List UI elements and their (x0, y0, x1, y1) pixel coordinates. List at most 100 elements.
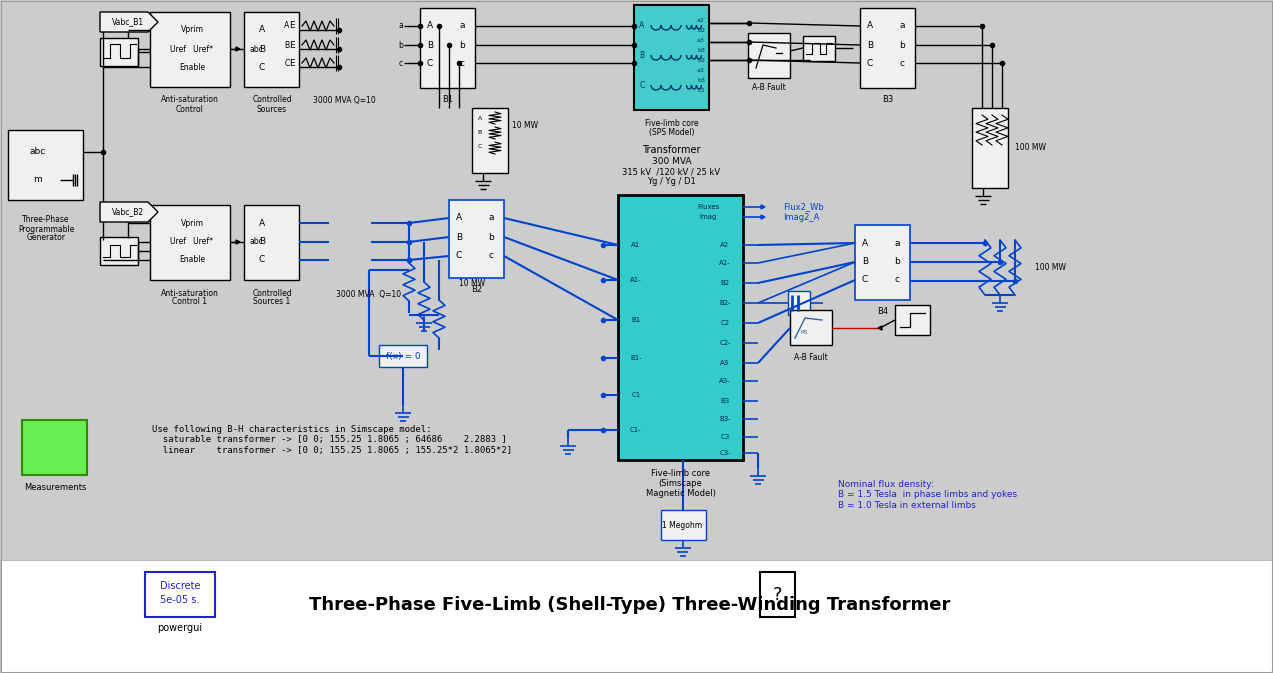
Text: B: B (426, 40, 433, 50)
Text: Vabc_B2: Vabc_B2 (112, 207, 144, 217)
Text: Transformer: Transformer (643, 145, 700, 155)
Text: Vabc_B1: Vabc_B1 (112, 17, 144, 26)
Text: 5e-05 s.: 5e-05 s. (160, 595, 200, 605)
Text: E: E (289, 22, 295, 30)
Text: Sources: Sources (257, 104, 288, 114)
FancyBboxPatch shape (0, 560, 1273, 673)
FancyBboxPatch shape (472, 108, 508, 173)
Text: Discrete: Discrete (159, 581, 200, 591)
Text: 300 MVA: 300 MVA (652, 157, 691, 166)
Text: a: a (398, 22, 404, 30)
Text: b3: b3 (698, 77, 705, 83)
Text: abc: abc (250, 44, 262, 53)
Text: C2-: C2- (719, 340, 731, 346)
FancyBboxPatch shape (973, 108, 1008, 188)
FancyBboxPatch shape (0, 0, 1273, 580)
FancyBboxPatch shape (150, 205, 230, 280)
Text: B: B (258, 44, 265, 53)
Text: Controlled: Controlled (252, 289, 292, 297)
Text: B3: B3 (721, 398, 729, 404)
Text: 10 MW: 10 MW (460, 279, 485, 287)
Text: a: a (460, 22, 465, 30)
Text: Control: Control (176, 104, 204, 114)
Text: Sources 1: Sources 1 (253, 297, 290, 306)
Text: A2: A2 (721, 242, 729, 248)
FancyBboxPatch shape (861, 8, 915, 88)
Text: 315 kV  /120 kV / 25 kV: 315 kV /120 kV / 25 kV (622, 168, 721, 176)
Text: a: a (894, 238, 900, 248)
Text: A: A (426, 22, 433, 30)
FancyBboxPatch shape (449, 200, 504, 278)
FancyBboxPatch shape (661, 510, 705, 540)
Text: a3: a3 (698, 67, 705, 73)
Text: b: b (398, 40, 404, 50)
Text: A: A (639, 20, 644, 30)
Text: Flux2_Wb: Flux2_Wb (783, 203, 824, 211)
Text: B: B (477, 129, 482, 135)
Text: 10 MW: 10 MW (512, 120, 538, 129)
FancyBboxPatch shape (420, 8, 475, 88)
Text: a3: a3 (698, 38, 705, 42)
Polygon shape (878, 326, 882, 330)
Text: Anti-saturation: Anti-saturation (162, 289, 219, 297)
Text: ?: ? (773, 586, 783, 604)
Text: Programmable: Programmable (18, 225, 74, 234)
Text: Vprim: Vprim (181, 219, 204, 227)
Text: 3000 MVA Q=10: 3000 MVA Q=10 (313, 96, 376, 104)
Text: c: c (489, 250, 494, 260)
Text: PS: PS (799, 330, 807, 334)
FancyBboxPatch shape (101, 38, 137, 66)
Text: C: C (426, 59, 433, 67)
Polygon shape (761, 215, 765, 219)
Text: C1-: C1- (630, 427, 642, 433)
Text: Fluxes: Fluxes (696, 204, 719, 210)
FancyBboxPatch shape (760, 572, 796, 617)
Text: C: C (258, 63, 265, 71)
FancyBboxPatch shape (855, 225, 910, 300)
Text: b3: b3 (698, 48, 705, 52)
Text: B1-: B1- (630, 355, 642, 361)
Text: B: B (284, 40, 289, 50)
Text: Imag2_A: Imag2_A (783, 213, 820, 221)
Text: C: C (284, 59, 290, 67)
Text: A: A (477, 116, 482, 120)
Text: B3-: B3- (719, 416, 731, 422)
FancyBboxPatch shape (101, 237, 137, 265)
Text: A2-: A2- (719, 260, 731, 266)
Text: Vprim: Vprim (181, 26, 204, 34)
Text: b2: b2 (698, 57, 705, 63)
Text: B1: B1 (631, 317, 640, 323)
Text: B: B (258, 238, 265, 246)
FancyBboxPatch shape (788, 291, 810, 315)
Text: E: E (289, 40, 295, 50)
Text: C: C (456, 250, 462, 260)
Text: b: b (488, 232, 494, 242)
Text: A: A (867, 22, 873, 30)
Text: E: E (289, 59, 295, 67)
Text: (SPS Model): (SPS Model) (649, 127, 694, 137)
Text: B2: B2 (471, 285, 482, 295)
Text: Three-Phase: Three-Phase (22, 215, 70, 225)
FancyBboxPatch shape (379, 345, 426, 367)
Text: C3: C3 (721, 434, 729, 440)
Text: Enable: Enable (179, 63, 205, 71)
Text: powergui: powergui (158, 623, 202, 633)
Text: A-B Fault: A-B Fault (752, 83, 785, 92)
Text: Controlled: Controlled (252, 96, 292, 104)
Polygon shape (101, 12, 158, 32)
Text: a2: a2 (698, 17, 705, 22)
Text: Uref   Uref*: Uref Uref* (171, 238, 214, 246)
Text: A3: A3 (721, 360, 729, 366)
FancyBboxPatch shape (617, 195, 743, 460)
Text: Yg / Yg / D1: Yg / Yg / D1 (647, 178, 696, 186)
Text: C: C (867, 59, 873, 67)
Text: f(x) = 0: f(x) = 0 (386, 351, 420, 361)
Text: c3: c3 (698, 87, 705, 92)
FancyBboxPatch shape (634, 5, 709, 110)
Text: B: B (639, 50, 644, 59)
Text: c: c (895, 275, 900, 285)
Text: (Simscape: (Simscape (658, 479, 703, 487)
Text: Anti-saturation: Anti-saturation (162, 96, 219, 104)
Text: C: C (477, 143, 482, 149)
Text: b: b (894, 258, 900, 267)
